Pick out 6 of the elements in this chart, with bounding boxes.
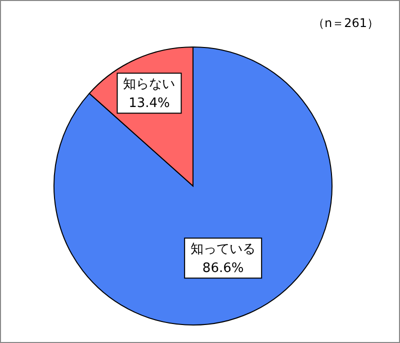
data-label: 13.4% (128, 96, 170, 112)
pie-slice (54, 46, 332, 326)
data-label: 86.6% (202, 261, 244, 276)
text: （n＝261） (312, 15, 379, 32)
slice-label: 知らない (123, 77, 176, 92)
slice-label: 知っている (190, 242, 256, 258)
